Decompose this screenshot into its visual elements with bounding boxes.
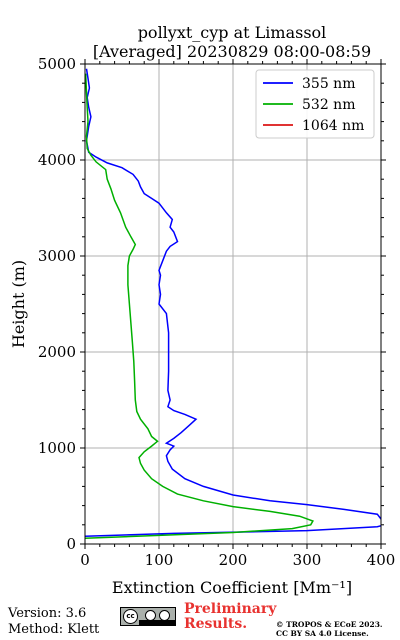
version-text: Version: 3.6 <box>8 606 87 621</box>
legend-box <box>255 69 375 139</box>
x-tick-label: 400 <box>367 551 396 569</box>
chart-subtitle: [Averaged] 20230829 08:00-08:59 <box>93 42 371 61</box>
y-tick-label: 4000 <box>38 151 76 169</box>
x-axis-label: Extinction Coefficient [Mm⁻¹] <box>112 578 352 597</box>
y-tick-label: 2000 <box>38 343 76 361</box>
cc-icon: cc <box>123 609 138 624</box>
x-tick-label: 200 <box>219 551 248 569</box>
x-tick-label: 100 <box>145 551 174 569</box>
method-text: Method: Klett <box>8 622 100 637</box>
x-tick-label: 300 <box>293 551 322 569</box>
legend-label: 355 nm <box>302 76 355 92</box>
y-tick-label: 3000 <box>38 247 76 265</box>
legend-label: 532 nm <box>302 97 355 113</box>
y-axis-label: Height (m) <box>9 260 28 348</box>
series-line-532-nm <box>85 73 314 539</box>
series-line-355-nm <box>85 68 381 538</box>
copyright-text: © TROPOS & ECoE 2023. CC BY SA 4.0 Licen… <box>276 620 383 638</box>
legend-label: 1064 nm <box>302 118 364 134</box>
extinction-profile-chart: pollyxt_cyp at Limassol [Averaged] 20230… <box>9 23 396 597</box>
series-layer <box>85 68 381 539</box>
x-tick-label: 0 <box>80 551 90 569</box>
y-tick-label: 1000 <box>38 439 76 457</box>
cc-by-sa-icon: cc <box>120 607 176 626</box>
legend: 355 nm 532 nm 1064 nm <box>255 69 375 139</box>
y-tick-label: 0 <box>66 535 76 553</box>
y-tick-label: 5000 <box>38 55 76 73</box>
preliminary-notice: Preliminary Results. <box>184 601 277 632</box>
footer-info: Version: 3.6 Method: Klett <box>8 606 99 638</box>
chart-title: pollyxt_cyp at Limassol <box>138 23 327 42</box>
